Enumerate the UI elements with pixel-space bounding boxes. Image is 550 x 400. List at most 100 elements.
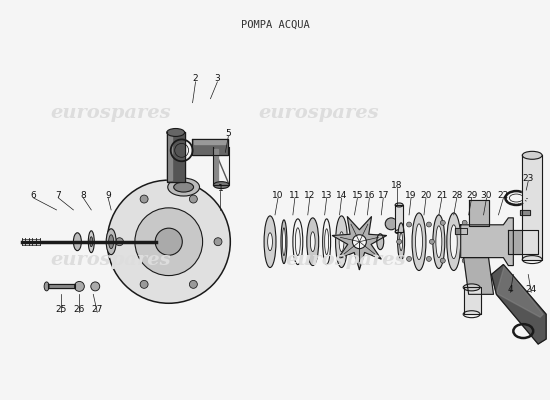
Circle shape — [397, 239, 402, 244]
Ellipse shape — [385, 218, 397, 230]
Polygon shape — [520, 210, 530, 215]
Text: 13: 13 — [321, 190, 332, 200]
Circle shape — [436, 239, 441, 244]
Circle shape — [441, 258, 446, 263]
Circle shape — [107, 180, 230, 303]
Circle shape — [189, 195, 197, 203]
Ellipse shape — [377, 234, 384, 250]
Ellipse shape — [450, 225, 457, 258]
Text: eurospares: eurospares — [51, 250, 172, 268]
Polygon shape — [508, 230, 538, 254]
Ellipse shape — [213, 182, 229, 188]
Ellipse shape — [167, 128, 185, 136]
Text: eurospares: eurospares — [258, 104, 379, 122]
Ellipse shape — [109, 235, 114, 249]
Text: 15: 15 — [351, 190, 363, 200]
Circle shape — [462, 258, 467, 263]
Text: 18: 18 — [392, 181, 403, 190]
Text: eurospares: eurospares — [51, 104, 172, 122]
Ellipse shape — [268, 233, 272, 251]
Circle shape — [430, 239, 434, 244]
Ellipse shape — [336, 216, 348, 268]
Ellipse shape — [412, 213, 426, 270]
Ellipse shape — [264, 216, 276, 268]
Circle shape — [135, 208, 202, 276]
Ellipse shape — [433, 215, 445, 268]
Ellipse shape — [307, 218, 318, 266]
Circle shape — [406, 256, 411, 261]
Circle shape — [473, 239, 478, 244]
Polygon shape — [455, 228, 466, 234]
Circle shape — [426, 256, 431, 261]
Ellipse shape — [168, 178, 200, 196]
Text: 4: 4 — [508, 285, 513, 294]
Text: 21: 21 — [436, 190, 448, 200]
Text: 25: 25 — [56, 305, 67, 314]
Polygon shape — [497, 266, 543, 317]
Circle shape — [189, 280, 197, 288]
Ellipse shape — [283, 228, 285, 256]
Text: 12: 12 — [304, 190, 316, 200]
Text: 22: 22 — [498, 190, 509, 200]
Ellipse shape — [400, 233, 403, 251]
Text: 29: 29 — [466, 190, 477, 200]
Text: 3: 3 — [214, 74, 221, 83]
Ellipse shape — [295, 228, 300, 256]
Text: 28: 28 — [451, 190, 463, 200]
Text: 30: 30 — [481, 190, 492, 200]
Text: 27: 27 — [91, 305, 103, 314]
Circle shape — [91, 282, 100, 291]
Text: 17: 17 — [377, 190, 389, 200]
Ellipse shape — [106, 229, 116, 255]
Circle shape — [469, 232, 477, 240]
Ellipse shape — [90, 237, 93, 247]
Text: 23: 23 — [522, 174, 534, 183]
Circle shape — [155, 228, 182, 255]
Text: 2: 2 — [192, 74, 199, 83]
Ellipse shape — [415, 224, 422, 260]
Polygon shape — [332, 217, 387, 270]
Circle shape — [462, 220, 467, 225]
Text: 16: 16 — [364, 190, 375, 200]
Ellipse shape — [395, 203, 403, 207]
Ellipse shape — [447, 213, 461, 270]
Text: 19: 19 — [405, 190, 417, 200]
Circle shape — [482, 229, 492, 239]
Text: 11: 11 — [289, 190, 301, 200]
Ellipse shape — [89, 231, 94, 253]
Circle shape — [74, 282, 84, 291]
Circle shape — [406, 222, 411, 227]
Ellipse shape — [281, 220, 287, 264]
Polygon shape — [522, 155, 542, 260]
Polygon shape — [167, 134, 172, 180]
Text: 7: 7 — [56, 190, 62, 200]
Circle shape — [140, 280, 148, 288]
Text: 26: 26 — [74, 305, 85, 314]
Circle shape — [353, 235, 366, 249]
Polygon shape — [213, 147, 229, 185]
Text: 20: 20 — [420, 190, 432, 200]
Polygon shape — [167, 132, 185, 182]
Ellipse shape — [174, 182, 194, 192]
Polygon shape — [194, 140, 227, 144]
Text: 9: 9 — [105, 190, 111, 200]
Polygon shape — [461, 218, 513, 266]
Polygon shape — [48, 284, 75, 288]
Polygon shape — [191, 140, 228, 155]
Circle shape — [426, 222, 431, 227]
Ellipse shape — [398, 223, 405, 260]
Text: 5: 5 — [226, 129, 231, 138]
Circle shape — [214, 238, 222, 246]
Text: 8: 8 — [80, 190, 86, 200]
Polygon shape — [464, 258, 493, 294]
Text: eurospares: eurospares — [285, 250, 406, 268]
Polygon shape — [214, 149, 218, 183]
Ellipse shape — [44, 282, 49, 291]
Ellipse shape — [324, 229, 329, 255]
Ellipse shape — [339, 232, 344, 252]
Text: 1: 1 — [217, 184, 223, 192]
Text: 14: 14 — [336, 190, 347, 200]
Text: 10: 10 — [272, 190, 284, 200]
Polygon shape — [464, 287, 481, 314]
Text: 6: 6 — [31, 190, 36, 200]
